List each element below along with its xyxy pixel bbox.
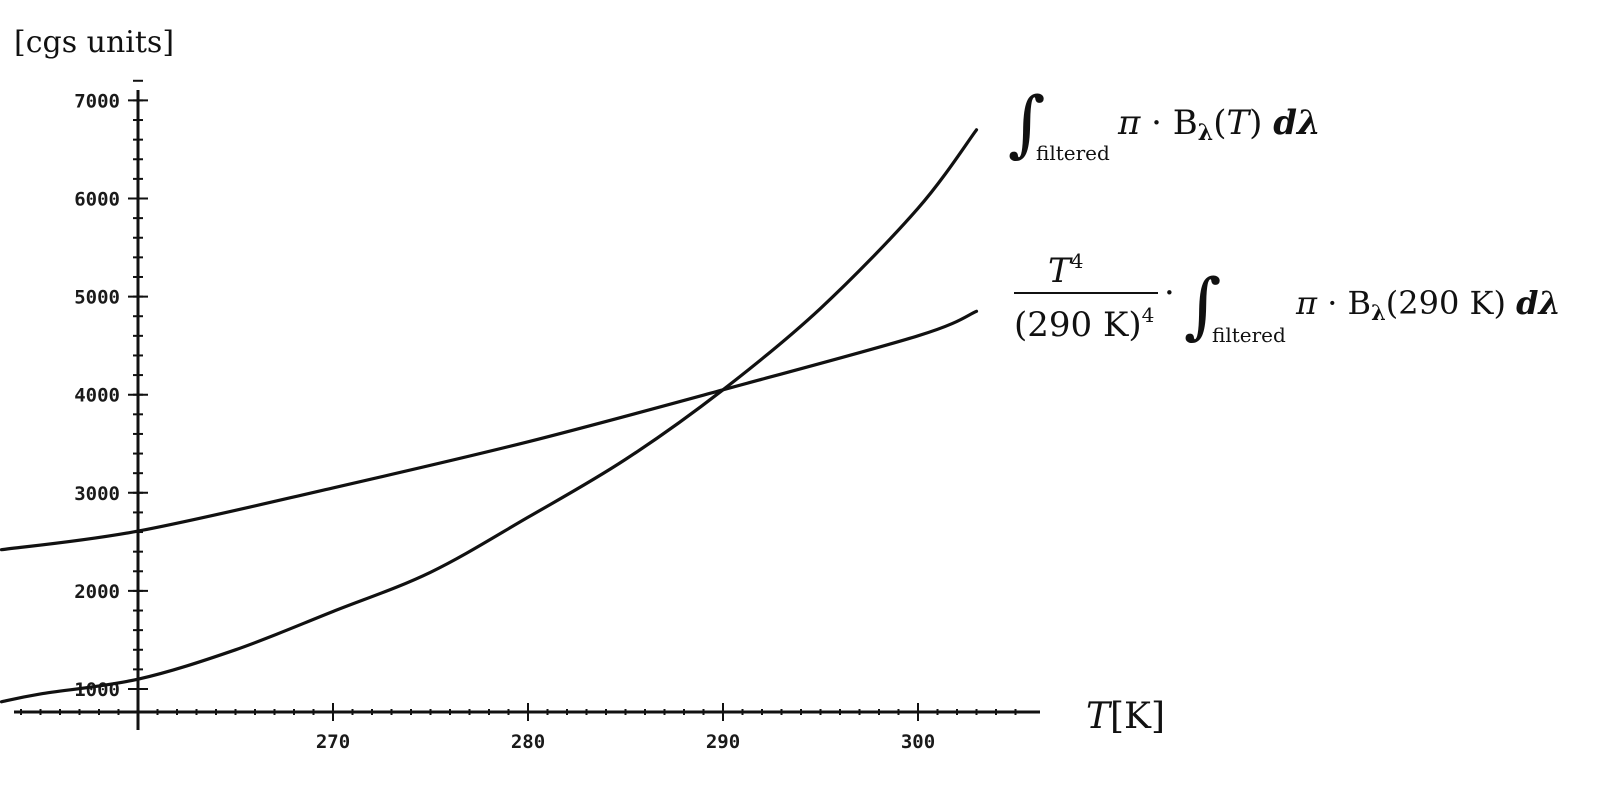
y-tick-label: 5000 <box>74 287 120 309</box>
integral-subscript: filtered <box>1036 141 1110 165</box>
fraction-numerator: T4 <box>1048 249 1083 291</box>
curve1-label: ∫ filtered π · Bλ(T) dλ <box>1008 81 1321 165</box>
x-tick-label: 270 <box>316 731 350 753</box>
series-line-t4-scaled <box>0 309 979 552</box>
y-tick-label: 7000 <box>74 90 120 112</box>
y-axis-label: [cgs units] <box>14 25 174 60</box>
x-tick-label: 280 <box>511 731 545 753</box>
curve2-expression: π · Bλ(290 K) dλ <box>1295 284 1561 325</box>
x-minor-ticks <box>20 709 1017 715</box>
y-tick-label: 6000 <box>74 189 120 211</box>
x-tick-label: 300 <box>901 731 935 753</box>
y-tick-label: 4000 <box>74 385 120 407</box>
x-tick-label: 290 <box>706 731 740 753</box>
y-tick-label: 2000 <box>74 581 120 603</box>
x-axis-label: T[K] <box>1086 696 1165 737</box>
integral-subscript: filtered <box>1212 323 1286 347</box>
y-tick-label: 3000 <box>74 483 120 505</box>
dot-operator: · <box>1164 273 1175 313</box>
integral-sign: ∫ <box>1184 263 1222 347</box>
curve2-label: T4 (290 K)4 · ∫ filtered π · Bλ(290 K) d… <box>1014 249 1561 347</box>
series-line-planck-integral <box>0 128 979 704</box>
fraction-denominator: (290 K)4 <box>1014 303 1154 345</box>
curve1-expression: π · Bλ(T) dλ <box>1117 103 1321 146</box>
integral-sign: ∫ <box>1008 81 1046 165</box>
x-ticks: 270 280 290 300 <box>316 703 935 753</box>
